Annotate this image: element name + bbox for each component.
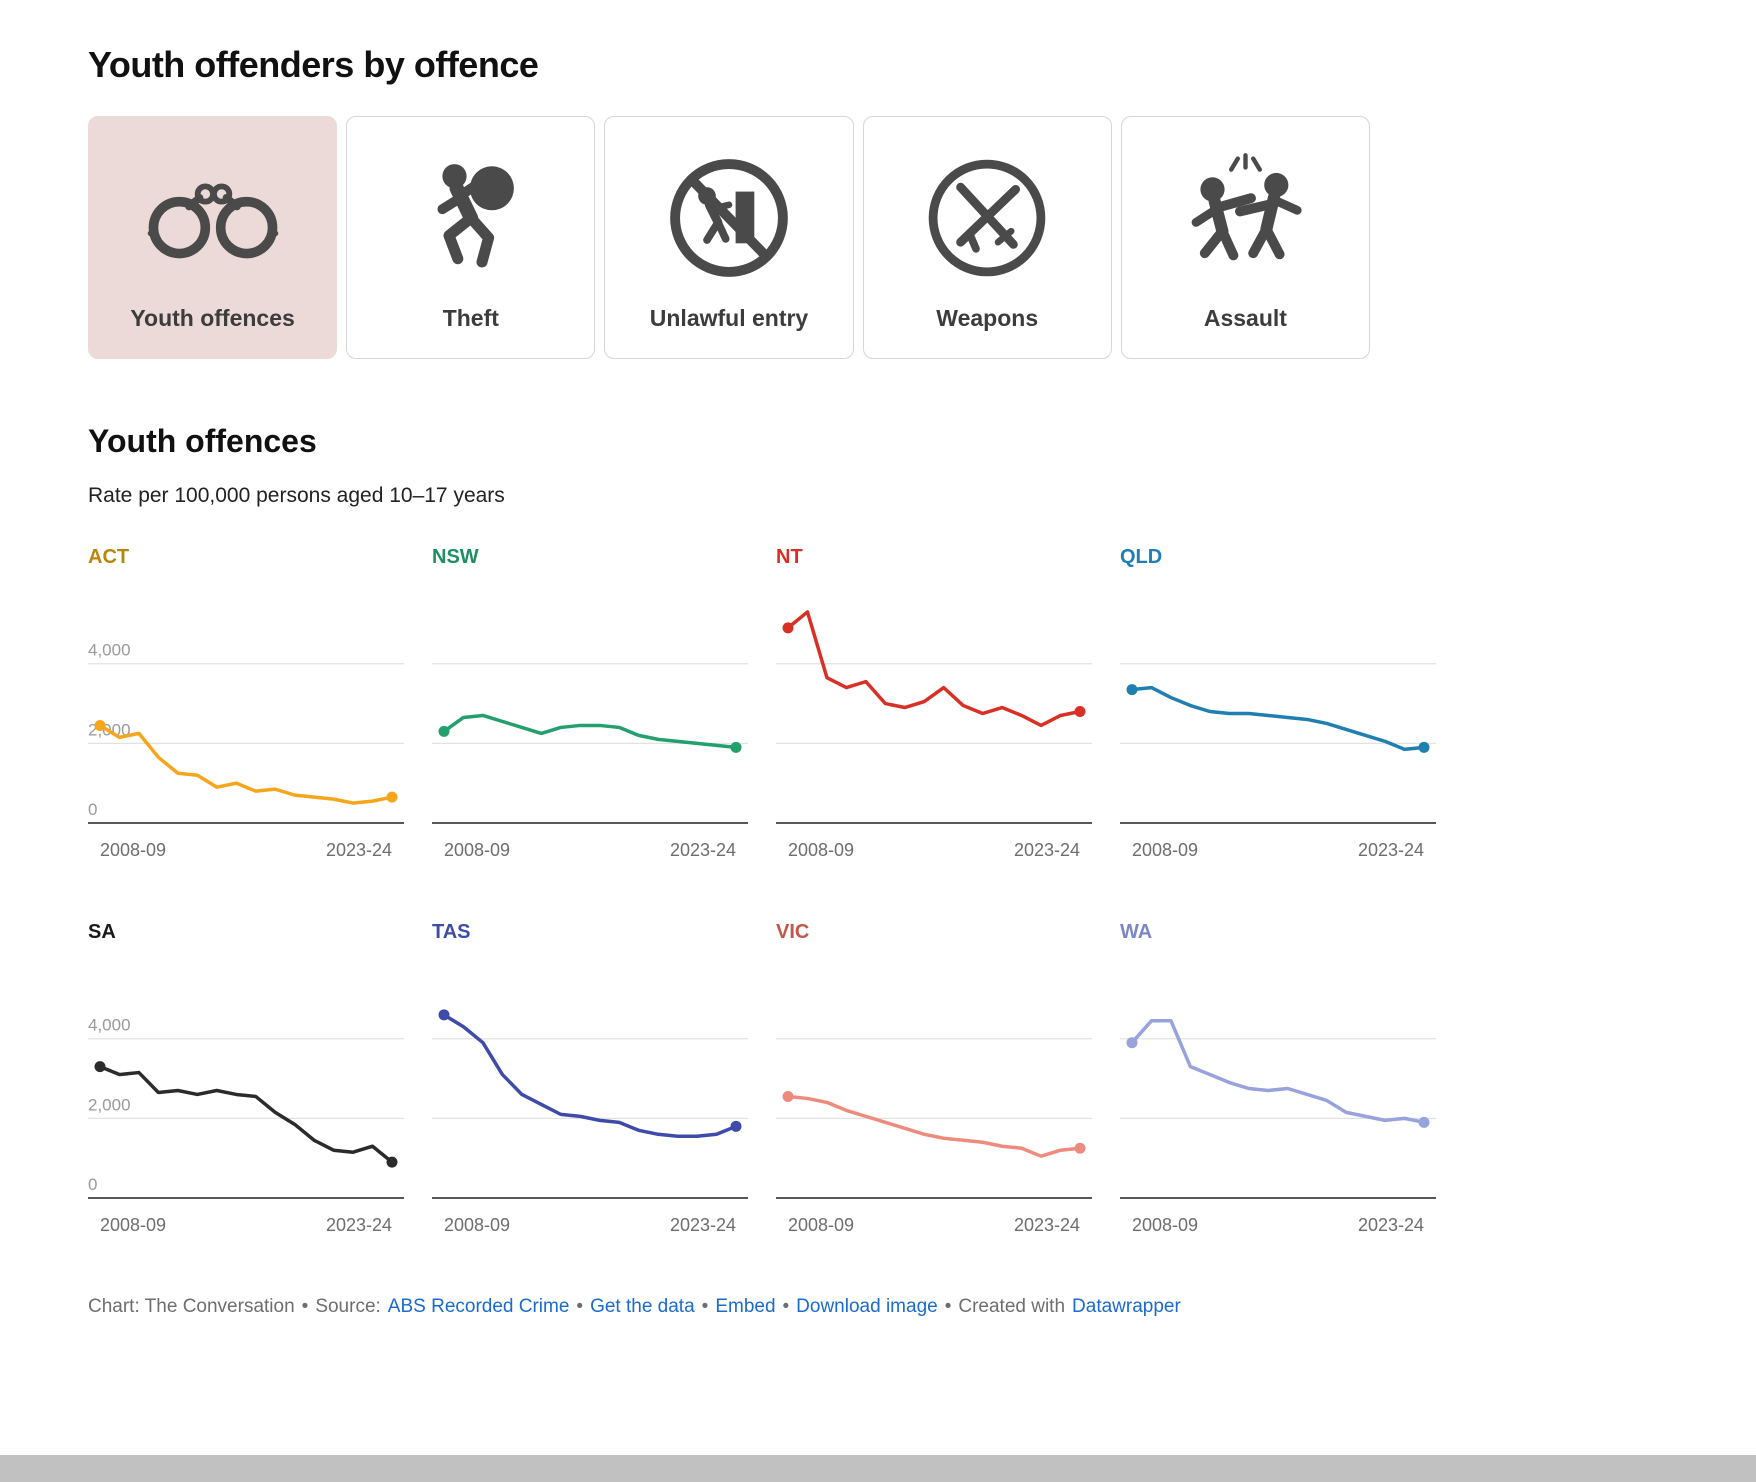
series-label-act: ACT <box>88 546 130 568</box>
svg-text:2008-09: 2008-09 <box>1132 840 1198 860</box>
svg-text:2,000: 2,000 <box>88 1095 131 1114</box>
footer-text: • <box>576 1296 584 1317</box>
svg-text:2023-24: 2023-24 <box>326 840 392 860</box>
chart-sa: 0 2,000 4,000 2008-09 2023-24 <box>88 1016 404 1235</box>
footer-link[interactable]: Download image <box>796 1296 938 1317</box>
chart-cell-sa: SA 0 2,000 4,000 2008-09 2023-24 <box>88 921 404 1250</box>
chart-cell-qld: QLD 2008-09 2023-24 <box>1120 546 1436 875</box>
svg-text:2008-09: 2008-09 <box>788 1215 854 1235</box>
series-label-sa: SA <box>88 921 116 943</box>
tab-label-theft: Theft <box>442 305 499 331</box>
series-label-qld: QLD <box>1120 546 1163 568</box>
footer-text: • <box>301 1296 309 1317</box>
footer-link[interactable]: Datawrapper <box>1072 1296 1181 1317</box>
chart-qld: 2008-09 2023-24 <box>1120 663 1436 860</box>
fighting-figures-icon <box>1163 117 1328 305</box>
chart-heading: Youth offences <box>88 423 317 459</box>
svg-text:2008-09: 2008-09 <box>444 840 510 860</box>
offence-tabs: Youth offences Theft <box>88 116 1371 359</box>
page-content: Youth offenders by offence Youth offence… <box>88 44 1436 1318</box>
chart-cell-act: ACT 0 2,000 4,000 2008-09 2023-24 <box>88 546 404 875</box>
chart-cell-tas: TAS 2008-09 2023-24 <box>432 921 748 1250</box>
svg-text:2008-09: 2008-09 <box>100 1215 166 1235</box>
footer-text: Created with <box>958 1296 1066 1317</box>
crossed-weapons-icon <box>921 117 1053 305</box>
chart-nsw: 2008-09 2023-24 <box>432 663 748 860</box>
svg-text:2008-09: 2008-09 <box>100 840 166 860</box>
chart-subtitle: Rate per 100,000 persons aged 10–17 year… <box>88 484 505 507</box>
chart-cell-vic: VIC 2008-09 2023-24 <box>776 921 1092 1250</box>
footer-text: Chart: The Conversation <box>88 1296 295 1317</box>
svg-text:0: 0 <box>88 800 97 819</box>
svg-text:2008-09: 2008-09 <box>788 840 854 860</box>
chart-cell-nt: NT 2008-09 2023-24 <box>776 546 1092 875</box>
chart-cell-wa: WA 2008-09 2023-24 <box>1120 921 1436 1250</box>
svg-text:4,000: 4,000 <box>88 641 131 660</box>
chart-tas: 2008-09 2023-24 <box>432 1009 748 1235</box>
footer-text: Source: <box>315 1296 381 1317</box>
chart-vic: 2008-09 2023-24 <box>776 1038 1092 1235</box>
tab-assault[interactable]: Assault <box>1120 116 1371 359</box>
footer: Chart: The Conversation • Source: ABS Recor… <box>88 1296 1370 1318</box>
running-thief-icon <box>405 117 537 305</box>
tab-weapons[interactable]: Weapons <box>862 116 1112 359</box>
svg-text:2023-24: 2023-24 <box>670 1215 736 1235</box>
svg-text:2008-09: 2008-09 <box>444 1215 510 1235</box>
tab-youth-offences[interactable]: Youth offences <box>88 116 338 359</box>
tab-label-youth-offences: Youth offences <box>130 305 295 331</box>
small-multiples-grid: ACT 0 2,000 4,000 2008-09 2023-24 NSW 2008-0… <box>88 546 1436 1250</box>
footer-link[interactable]: Get the data <box>590 1296 695 1317</box>
chart-cell-nsw: NSW 2008-09 2023-24 <box>432 546 748 875</box>
svg-text:2023-24: 2023-24 <box>1358 1215 1424 1235</box>
footer-link[interactable]: Embed <box>715 1296 776 1317</box>
series-label-nt: NT <box>776 546 803 568</box>
footer-link[interactable]: ABS Recorded Crime <box>387 1296 570 1317</box>
svg-text:2023-24: 2023-24 <box>670 840 736 860</box>
chart-nt: 2008-09 2023-24 <box>776 610 1092 860</box>
no-entry-door-icon <box>663 117 795 305</box>
footer-text: • <box>701 1296 709 1317</box>
footer-text: • <box>944 1296 952 1317</box>
tab-label-unlawful-entry: Unlawful entry <box>649 305 809 331</box>
series-label-tas: TAS <box>432 921 471 943</box>
svg-text:2023-24: 2023-24 <box>1014 840 1080 860</box>
tab-label-weapons: Weapons <box>936 305 1039 331</box>
svg-text:4,000: 4,000 <box>88 1016 131 1035</box>
svg-text:2023-24: 2023-24 <box>326 1215 392 1235</box>
svg-text:2023-24: 2023-24 <box>1358 840 1424 860</box>
tab-unlawful-entry[interactable]: Unlawful entry <box>604 116 854 359</box>
series-label-vic: VIC <box>776 921 810 943</box>
page-title: Youth offenders by offence <box>88 44 539 85</box>
series-label-nsw: NSW <box>432 546 479 568</box>
footer-text: • <box>782 1296 790 1317</box>
series-label-wa: WA <box>1120 921 1153 943</box>
handcuffs-icon <box>141 117 285 305</box>
svg-text:0: 0 <box>88 1175 97 1194</box>
tab-theft[interactable]: Theft <box>346 116 596 359</box>
svg-text:2008-09: 2008-09 <box>1132 1215 1198 1235</box>
bottom-bar <box>0 1455 1756 1482</box>
chart-wa: 2008-09 2023-24 <box>1120 1019 1436 1235</box>
tab-label-assault: Assault <box>1203 305 1287 331</box>
svg-text:2023-24: 2023-24 <box>1014 1215 1080 1235</box>
